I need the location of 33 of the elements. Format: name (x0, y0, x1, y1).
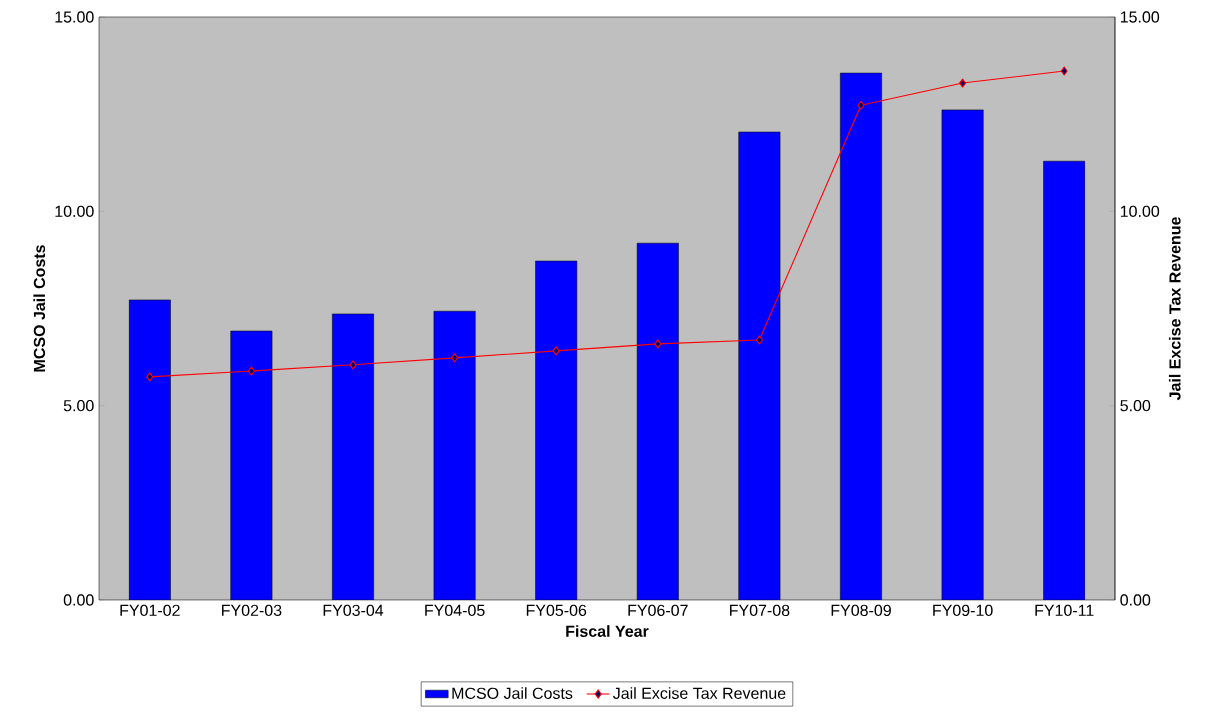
point (959, 78, 967, 88)
y2-tick-label: 10.00 (1120, 205, 1160, 217)
x-tick-label: FY07-08 (730, 604, 790, 617)
x-tick-label: FY08-09 (831, 604, 891, 617)
y-tick-label: 15.00 (55, 11, 94, 23)
point (1060, 66, 1068, 76)
y2-tick-label: 5.00 (1120, 399, 1151, 412)
point (552, 346, 560, 356)
y-tick-label: 10.00 (55, 205, 94, 217)
point (654, 339, 662, 349)
x-axis-title: Fiscal Year (566, 625, 649, 637)
y-tick-label: 5.00 (63, 399, 94, 412)
y-axis-title: MCSO Jail Costs (33, 245, 46, 372)
y2-axis-title: Jail Excise Tax Revenue (1168, 217, 1181, 401)
legend-label: MCSO Jail Costs (452, 687, 573, 699)
legend-label: Jail Excise Tax Revenue (613, 687, 786, 699)
point (755, 335, 763, 345)
x-tick-label: FY01-02 (120, 604, 180, 617)
y2-tick-label: 15.00 (1120, 11, 1160, 23)
point (349, 360, 357, 370)
x-tick-label: FY03-04 (323, 604, 384, 617)
point (247, 366, 255, 376)
x-tick-label: FY02-03 (222, 604, 282, 617)
point (451, 353, 459, 363)
y-tick-label: 0.00 (63, 594, 94, 606)
point (146, 372, 154, 382)
point (857, 100, 865, 110)
x-tick-label: FY09-10 (933, 604, 993, 617)
x-tick-label: FY04-05 (425, 604, 485, 617)
x-tick-label: FY06-07 (628, 604, 688, 617)
y2-tick-label: 0.00 (1120, 594, 1151, 606)
x-tick-label: FY05-06 (526, 604, 587, 617)
x-tick-label: FY10-11 (1035, 604, 1094, 617)
